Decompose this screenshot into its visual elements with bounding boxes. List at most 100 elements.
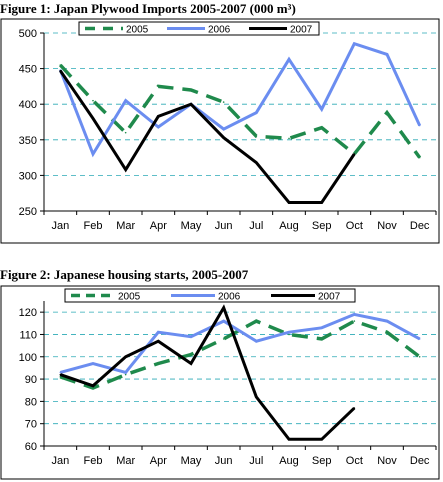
x-tick-label: Apr (150, 455, 167, 467)
series-2005-point (353, 320, 356, 322)
series-2006-point (320, 108, 323, 110)
x-tick-label: Oct (346, 220, 363, 232)
x-tick-label: Feb (84, 220, 103, 232)
series-2006-point (255, 111, 258, 114)
y-tick-label: 60 (25, 441, 37, 453)
series-2007-point (353, 407, 356, 409)
legend-label-2005: 2005 (126, 25, 149, 36)
series-2006-point (124, 99, 127, 102)
y-tick-label: 90 (25, 374, 37, 386)
series-2007-point (288, 438, 290, 441)
y-tick-label: 300 (19, 170, 37, 182)
series-2007-point (288, 201, 290, 204)
series-2005-point (59, 64, 62, 66)
series-2007-point (320, 438, 323, 441)
x-tick-label: Jan (51, 455, 69, 467)
x-tick-label: Jun (215, 220, 233, 232)
x-tick-label: May (181, 455, 202, 467)
y-tick-label: 350 (19, 135, 37, 147)
series-2007-point (255, 161, 258, 164)
series-2005-point (418, 355, 421, 358)
y-tick-label: 250 (19, 206, 37, 218)
series-2005-line (59, 319, 421, 390)
series-2007-point (353, 153, 356, 155)
series-2005-point (190, 353, 192, 356)
series-2006-point (157, 331, 160, 334)
series-2007-point (59, 69, 62, 72)
chart-border (0, 18, 440, 244)
x-tick-label: Mar (116, 455, 135, 467)
series-2007-point (320, 201, 323, 204)
housing-starts-chart: 60 70 80 90 100 110 120 Jan Feb Mar Apr May Jun Jul Au… (0, 285, 440, 480)
series-2007-point (59, 373, 62, 376)
series-2005-point (320, 338, 323, 340)
x-tick-label: Dec (410, 220, 430, 232)
series-2007-point (222, 136, 225, 139)
plywood-imports-chart: 250 300 350 400 450 500 Jan Feb Mar Apr May Jun Jul A… (0, 18, 440, 244)
figure-2-title: Figure 2: Japanese housing starts, 2005-… (0, 267, 249, 282)
y-tick-label: 500 (19, 28, 37, 40)
legend-label-2006: 2006 (218, 292, 241, 303)
series-2006-point (124, 371, 127, 374)
series-2006-point (353, 42, 356, 45)
series-2005-point (92, 387, 94, 389)
series-2007-point (124, 355, 127, 358)
y-tick-label: 110 (19, 329, 37, 341)
x-tick-label: Nov (377, 455, 397, 467)
series-2005-line (59, 63, 422, 159)
y-tick-label: 70 (25, 419, 37, 431)
series-2007-point (157, 115, 160, 118)
legend-label-2007: 2007 (318, 292, 341, 303)
series-2006-point (288, 58, 290, 61)
series-2005-point (92, 99, 94, 102)
series-2006-point (222, 128, 225, 130)
series-2006-point (255, 340, 258, 342)
series-2006-point (92, 153, 94, 155)
series-2005-point (59, 376, 62, 378)
series-2006-point (418, 124, 421, 127)
x-tick-label: Jun (215, 455, 233, 467)
series-2005-point (288, 137, 290, 140)
series-2006-point (92, 362, 94, 365)
series-2006-point (320, 326, 323, 329)
series-2005-point (222, 338, 225, 340)
x-tick-label: Aug (279, 455, 299, 467)
x-tick-label: May (181, 220, 202, 232)
x-tick-label: Nov (377, 220, 397, 232)
x-tick-label: Mar (116, 220, 135, 232)
series-2007-line (59, 304, 356, 441)
x-tick-label: Jul (249, 455, 263, 467)
series-2007-point (190, 362, 192, 365)
x-tick-label: Jul (249, 220, 263, 232)
series-2005-point (190, 89, 192, 91)
series-2007-point (92, 384, 94, 387)
series-2007-point (124, 168, 127, 171)
series-2005-point (222, 101, 225, 103)
series-2005-point (418, 156, 421, 159)
legend-label-2005: 2005 (118, 292, 141, 303)
series-2005-point (386, 331, 388, 334)
series-2005-point (255, 320, 258, 322)
figure-1-title: Figure 1: Japan Plywood Imports 2005-200… (0, 1, 296, 16)
series-2005-point (124, 131, 127, 134)
y-tick-label: 100 (19, 352, 37, 364)
series-2005-point (320, 126, 323, 129)
x-tick-label: Apr (150, 220, 167, 232)
series-2007-point (157, 340, 160, 342)
series-2007-point (92, 117, 94, 120)
legend-label-2006: 2006 (208, 25, 231, 36)
series-2005-point (288, 333, 290, 336)
series-2006-point (288, 331, 290, 334)
x-tick-label: Oct (346, 455, 363, 467)
x-tick-label: Sep (312, 220, 332, 232)
x-tick-label: Aug (279, 220, 299, 232)
series-2006-point (59, 371, 62, 374)
x-tick-label: Jan (51, 220, 69, 232)
x-tick-label: Dec (410, 455, 430, 467)
series-2006-point (222, 320, 225, 322)
series-2006-point (386, 53, 388, 56)
series-2006-point (190, 335, 192, 338)
series-2006-point (353, 313, 356, 316)
legend-label-2007: 2007 (290, 25, 313, 36)
series-2005-point (157, 362, 160, 365)
